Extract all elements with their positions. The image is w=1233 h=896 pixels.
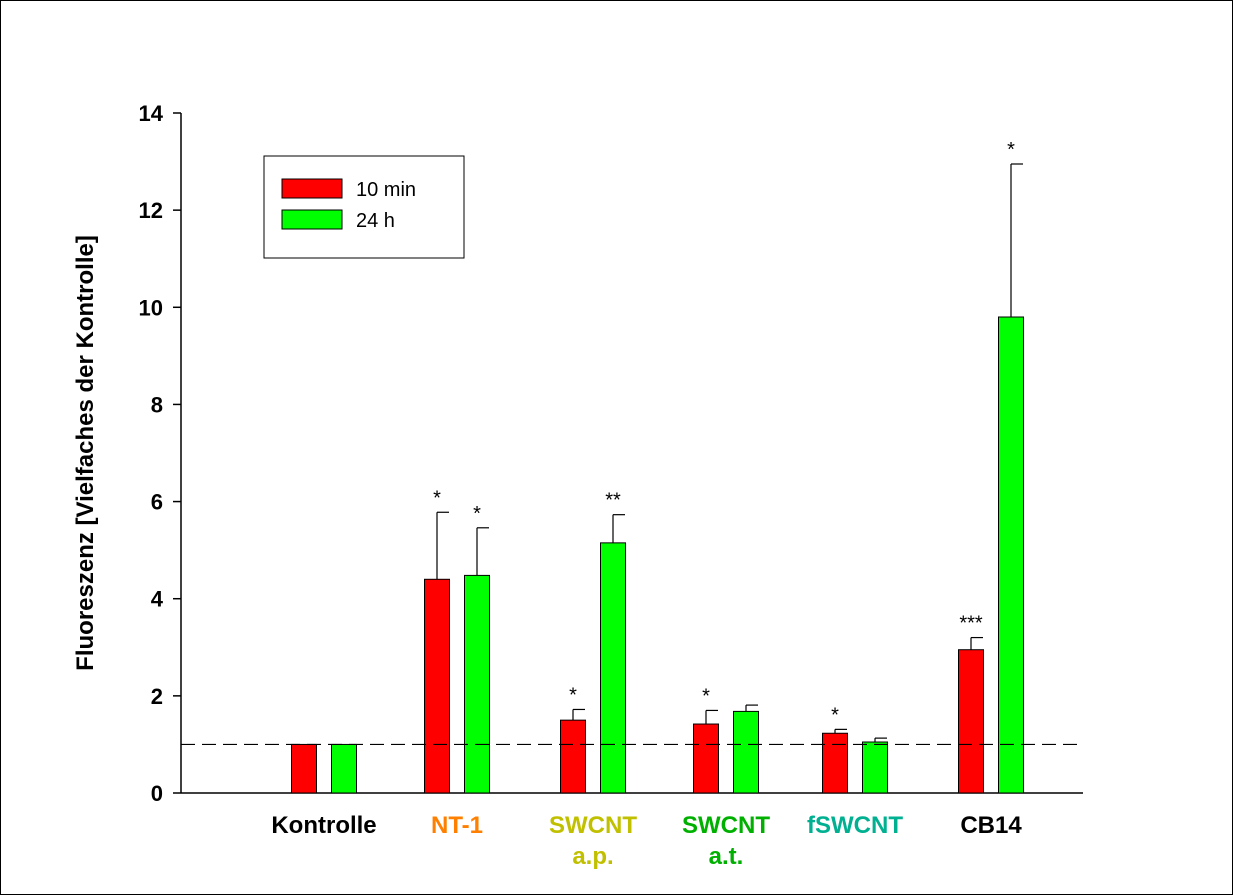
bar	[291, 743, 317, 794]
significance-marker: **	[605, 490, 621, 512]
y-tick-label: 2	[151, 684, 163, 709]
x-category-label: Kontrolle	[271, 812, 376, 839]
bar	[464, 574, 490, 794]
legend-box	[263, 155, 465, 259]
bar	[733, 710, 759, 794]
y-tick-label: 8	[151, 392, 163, 417]
significance-marker: *	[569, 684, 577, 706]
x-category-label: SWCNT	[549, 812, 637, 839]
x-category-label: NT-1	[431, 812, 483, 839]
significance-marker: *	[702, 685, 710, 707]
x-category-label: a.t.	[709, 843, 744, 870]
y-tick-label: 4	[151, 587, 164, 612]
significance-marker: ***	[959, 613, 983, 635]
y-axis-label: Fluoreszenz [Vielfaches der Kontrolle]	[72, 235, 99, 671]
y-tick-label: 0	[151, 781, 163, 806]
legend-swatch	[281, 178, 343, 199]
bar	[560, 719, 586, 794]
x-category-label: fSWCNT	[807, 812, 903, 839]
x-category-label: SWCNT	[682, 812, 770, 839]
y-tick-label: 10	[139, 295, 163, 320]
bar	[331, 743, 357, 794]
significance-marker: *	[1007, 139, 1015, 161]
legend-swatch	[281, 209, 343, 230]
y-tick-label: 14	[139, 101, 164, 126]
y-tick-label: 12	[139, 198, 163, 223]
bar	[998, 316, 1024, 794]
x-category-label: CB14	[960, 812, 1022, 839]
bar	[822, 732, 848, 794]
bar	[862, 741, 888, 794]
legend-label: 10 min	[356, 179, 416, 201]
bar	[958, 649, 984, 794]
significance-marker: *	[473, 503, 481, 525]
y-tick-label: 6	[151, 490, 163, 515]
bar	[600, 542, 626, 794]
bar	[424, 578, 450, 794]
legend-label: 24 h	[356, 210, 395, 232]
significance-marker: *	[433, 487, 441, 509]
significance-marker: *	[831, 704, 839, 726]
x-category-label: a.p.	[572, 843, 613, 870]
bar	[693, 723, 719, 794]
